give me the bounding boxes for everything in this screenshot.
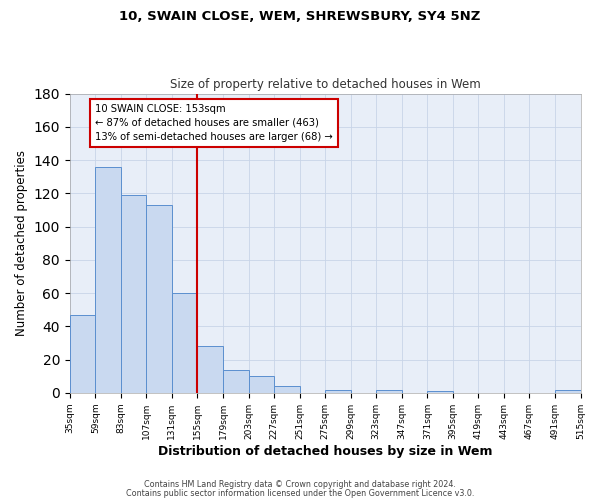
Text: 10, SWAIN CLOSE, WEM, SHREWSBURY, SY4 5NZ: 10, SWAIN CLOSE, WEM, SHREWSBURY, SY4 5N… (119, 10, 481, 23)
Bar (376, 390, 402, 393)
Title: Size of property relative to detached houses in Wem: Size of property relative to detached ho… (170, 78, 481, 91)
Bar (223, 370, 248, 393)
X-axis label: Distribution of detached houses by size in Wem: Distribution of detached houses by size … (158, 444, 493, 458)
Bar (274, 386, 299, 393)
Bar (427, 391, 453, 393)
Bar (248, 376, 274, 393)
Text: 10 SWAIN CLOSE: 153sqm
← 87% of detached houses are smaller (463)
13% of semi-de: 10 SWAIN CLOSE: 153sqm ← 87% of detached… (95, 104, 333, 142)
Text: Contains HM Land Registry data © Crown copyright and database right 2024.: Contains HM Land Registry data © Crown c… (144, 480, 456, 489)
Bar (146, 205, 172, 393)
Bar (95, 166, 121, 393)
Text: Contains public sector information licensed under the Open Government Licence v3: Contains public sector information licen… (126, 488, 474, 498)
Bar (121, 195, 146, 393)
Bar (197, 346, 223, 393)
Bar (70, 314, 95, 393)
Bar (325, 390, 350, 393)
Bar (172, 293, 197, 393)
Bar (555, 390, 581, 393)
Y-axis label: Number of detached properties: Number of detached properties (15, 150, 28, 336)
